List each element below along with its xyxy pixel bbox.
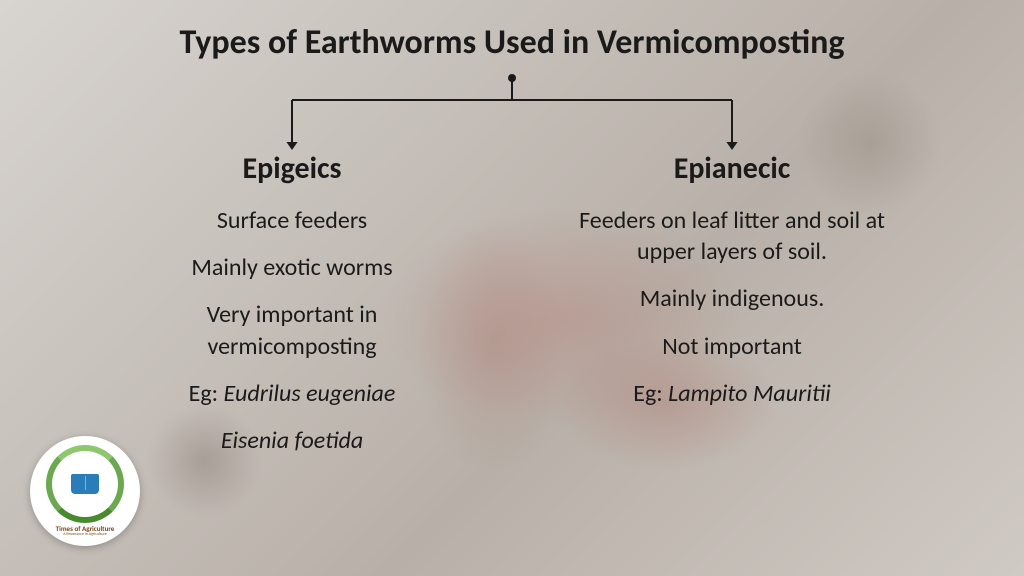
page-title: Types of Earthworms Used in Vermicompost… (0, 0, 1024, 63)
column-item-left-4: Eisenia foetida (132, 425, 452, 456)
item-text: Very important in vermicomposting (207, 300, 378, 360)
column-item-left-0: Surface feeders (132, 205, 452, 236)
columns-container: Epigeics Surface feeders Mainly exotic wo… (0, 150, 1024, 472)
hierarchy-connector (272, 72, 752, 152)
infographic-content: Types of Earthworms Used in Vermicompost… (0, 0, 1024, 576)
column-epigeics: Epigeics Surface feeders Mainly exotic wo… (132, 150, 452, 472)
item-text: Lampito Mauritii (668, 379, 831, 408)
logo-subtitle: A Resonance in Agriculture (63, 532, 107, 537)
item-text: Not important (662, 332, 802, 361)
item-text: Surface feeders (217, 206, 367, 235)
item-text: Mainly exotic worms (191, 253, 392, 282)
column-title-right: Epianecic (572, 150, 892, 187)
column-item-right-3: Eg: Lampito Mauritii (572, 378, 892, 409)
item-text: Eudrilus eugeniae (224, 379, 396, 408)
column-epianecic: Epianecic Feeders on leaf litter and soi… (572, 150, 892, 472)
column-item-left-2: Very important in vermicomposting (132, 299, 452, 361)
item-text: Eisenia foetida (221, 426, 363, 455)
brand-logo: Times of Agriculture A Resonance in Agri… (30, 436, 140, 546)
logo-book-icon (71, 474, 99, 494)
column-item-left-1: Mainly exotic worms (132, 252, 452, 283)
column-item-right-0: Feeders on leaf litter and soil at upper… (572, 205, 892, 267)
item-text: Feeders on leaf litter and soil at upper… (579, 206, 885, 266)
column-item-left-3: Eg: Eudrilus eugeniae (132, 378, 452, 409)
item-prefix: Eg: (633, 379, 668, 408)
item-text: Mainly indigenous. (640, 284, 825, 313)
column-item-right-2: Not important (572, 331, 892, 362)
column-title-left: Epigeics (132, 150, 452, 187)
logo-title: Times of Agriculture (56, 525, 115, 532)
column-item-right-1: Mainly indigenous. (572, 283, 892, 314)
logo-wreath-icon (46, 445, 124, 523)
item-prefix: Eg: (189, 379, 224, 408)
